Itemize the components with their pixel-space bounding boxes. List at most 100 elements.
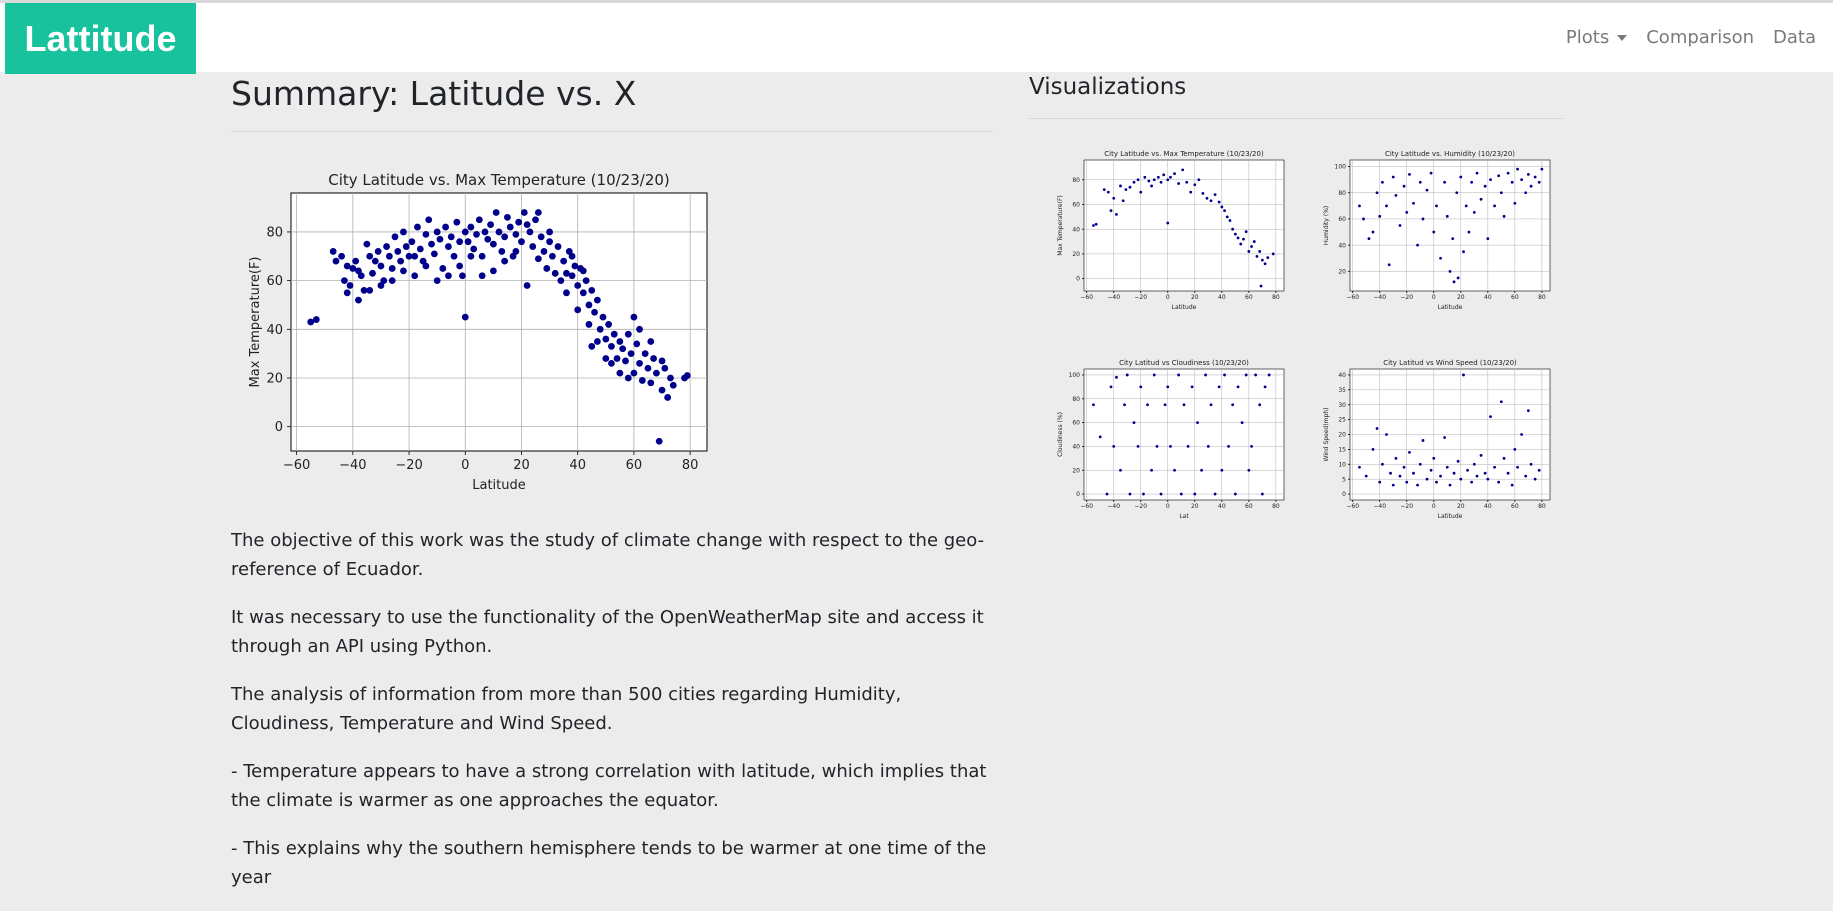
data-point [647, 379, 655, 387]
data-point [464, 238, 472, 246]
data-point [602, 355, 610, 362]
data-point [574, 306, 582, 314]
data-point [644, 364, 652, 372]
data-point [588, 286, 596, 294]
x-tick-label: 0 [461, 458, 469, 473]
data-point [1381, 462, 1384, 466]
data-point [596, 325, 604, 333]
data-point [1513, 201, 1517, 205]
data-point [1128, 492, 1132, 496]
nav-link-data[interactable]: Data [1773, 27, 1816, 48]
data-point [1483, 471, 1487, 475]
data-point [1119, 184, 1122, 188]
x-tick-label: −60 [1346, 294, 1359, 301]
data-point [1459, 477, 1463, 481]
data-point [1435, 480, 1438, 484]
x-tick-label: 40 [1218, 294, 1226, 301]
data-point [1193, 492, 1197, 496]
data-point [1456, 276, 1460, 280]
data-point [1358, 465, 1361, 469]
data-point [1254, 373, 1258, 377]
data-point [1098, 435, 1102, 439]
data-point [1220, 205, 1224, 209]
data-point [585, 301, 593, 309]
data-point [1418, 462, 1422, 466]
data-point [1173, 468, 1176, 472]
data-point [459, 272, 466, 280]
data-point [683, 372, 691, 379]
data-point [1516, 167, 1519, 171]
thumbnail-wind-speed-chart[interactable]: −60 −40 −20 0 20 40 60 80 0 5 10 15 20 25 30 35 40 City L… [1322, 355, 1558, 522]
data-point [529, 243, 537, 250]
data-point [579, 289, 587, 297]
data-point [1227, 445, 1230, 448]
data-point [1462, 373, 1465, 377]
y-tick-label: 80 [266, 225, 283, 240]
y-tick-label: 100 [1069, 372, 1081, 379]
y-axis-label: Max Temperature(F) [248, 257, 263, 388]
data-point [630, 313, 638, 321]
data-point [650, 355, 657, 362]
data-point [1169, 445, 1172, 448]
data-point [487, 221, 494, 229]
data-point [1493, 465, 1496, 469]
data-point [447, 233, 455, 241]
data-point [388, 265, 396, 272]
summary-paragraph: The objective of this work was the study… [231, 530, 985, 580]
x-tick-label: 0 [1166, 294, 1170, 301]
data-point [515, 218, 523, 226]
data-point [1260, 492, 1264, 496]
data-point [1233, 232, 1237, 236]
data-point [1499, 400, 1503, 404]
data-point [630, 369, 638, 377]
data-point [1378, 214, 1382, 218]
y-tick-label: 20 [266, 372, 283, 387]
data-point [422, 230, 430, 238]
data-point [1136, 445, 1140, 448]
data-point [1119, 468, 1122, 472]
data-point [1166, 178, 1170, 182]
data-point [495, 228, 503, 236]
x-tick-label: −40 [1373, 503, 1386, 510]
data-point [653, 369, 660, 377]
data-point [1529, 462, 1533, 466]
data-point [593, 338, 601, 345]
x-axis-label: Latitude [472, 478, 526, 493]
data-point [1502, 456, 1506, 460]
data-point [1142, 492, 1145, 496]
data-point [534, 255, 542, 263]
data-point [430, 250, 438, 258]
data-point [1213, 193, 1217, 197]
brand-logo[interactable]: Lattitude [5, 3, 196, 74]
data-point [1466, 468, 1469, 472]
y-tick-label: 20 [1338, 268, 1346, 275]
data-point [526, 228, 534, 236]
plot-area [1083, 368, 1285, 501]
data-point [501, 257, 509, 265]
data-point [1196, 421, 1199, 424]
nav-link-plots[interactable]: Plots [1566, 27, 1628, 48]
main-temperature-chart[interactable]: −60 −40 −20 0 20 40 60 80 0 20 40 60 80 City Latitude… [245, 165, 715, 497]
chart-title: City Latitude vs. Max Temperature (10/23… [328, 171, 670, 189]
data-point [1421, 217, 1425, 221]
nav-link-comparison[interactable]: Comparison [1646, 27, 1755, 48]
data-point [1244, 373, 1248, 377]
data-point [1493, 204, 1496, 208]
thumbnail-humidity-chart[interactable]: −60 −40 −20 0 20 40 60 80 20 40 60 80 100 City Latitu… [1322, 146, 1558, 313]
data-point [667, 374, 674, 382]
data-point [1204, 373, 1208, 377]
x-tick-label: 0 [1432, 503, 1436, 510]
thumbnail-cloudiness-chart[interactable]: −60 −40 −20 0 20 40 60 80 0 20 40 60 80 100 City Latit… [1056, 355, 1292, 522]
data-point [1201, 191, 1205, 195]
data-point [624, 330, 632, 338]
data-point [1244, 230, 1248, 234]
thumbnail-temperature-chart[interactable]: −60 −40 −20 0 20 40 60 80 0 20 40 60 80 City Latitude… [1056, 146, 1292, 313]
data-point [343, 289, 351, 297]
data-point [422, 262, 430, 270]
data-point [1483, 184, 1487, 188]
data-point [1155, 445, 1159, 448]
data-point [1177, 182, 1180, 185]
data-point [1200, 468, 1203, 472]
y-tick-label: 0 [1076, 276, 1080, 283]
data-point [1418, 180, 1422, 184]
